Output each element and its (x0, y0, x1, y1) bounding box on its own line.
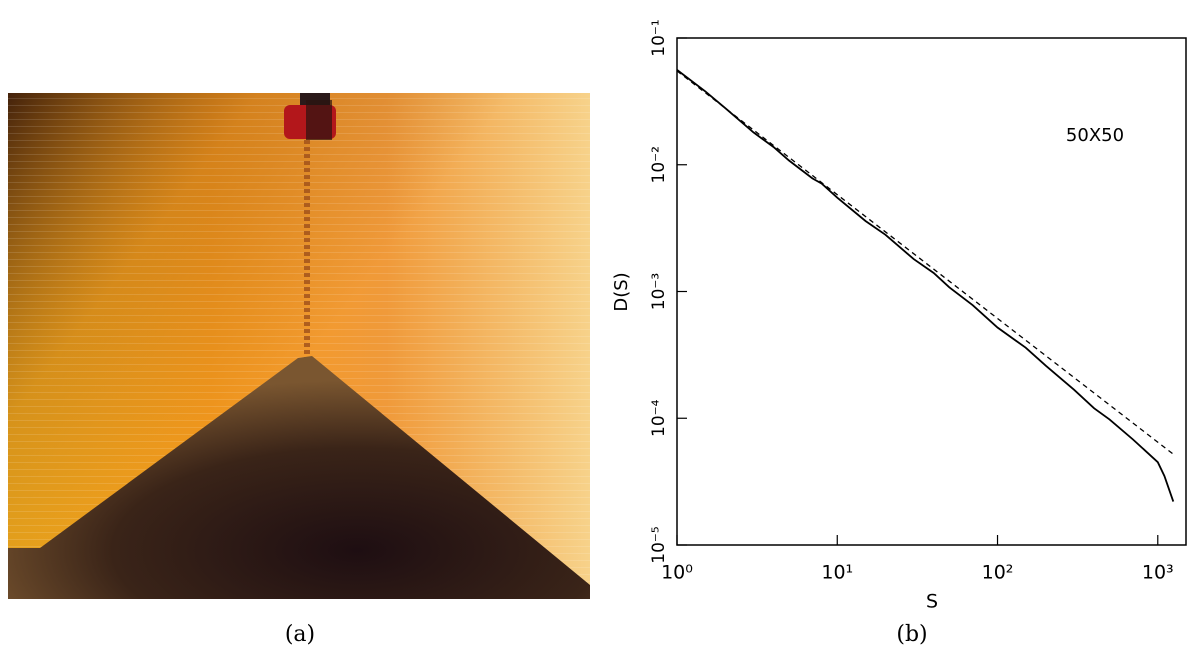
y-tick-label: 10⁻⁴ (649, 399, 669, 437)
caption: (b) (896, 622, 927, 647)
y-tick-label: 10⁻¹ (649, 19, 669, 56)
series-line (676, 69, 1175, 502)
x-tick-label: 10² (982, 562, 1014, 584)
x-tick-label: 10³ (1142, 562, 1174, 584)
y-tick-label: 10⁻² (649, 146, 669, 183)
y-tick-label: 10⁻³ (649, 273, 669, 310)
annotation: 50X50 (1066, 125, 1124, 146)
caption: (a) (285, 622, 315, 647)
y-tick-label: 10⁻⁵ (649, 526, 669, 563)
x-tick-label: 10⁰ (661, 562, 693, 584)
plot-frame (676, 37, 1187, 546)
sandpile-photo (8, 93, 590, 599)
x-tick-label: 10¹ (821, 562, 853, 584)
y-axis-label: D(S) (611, 272, 632, 311)
series-line (676, 70, 1174, 455)
x-axis-label: S (926, 591, 938, 613)
